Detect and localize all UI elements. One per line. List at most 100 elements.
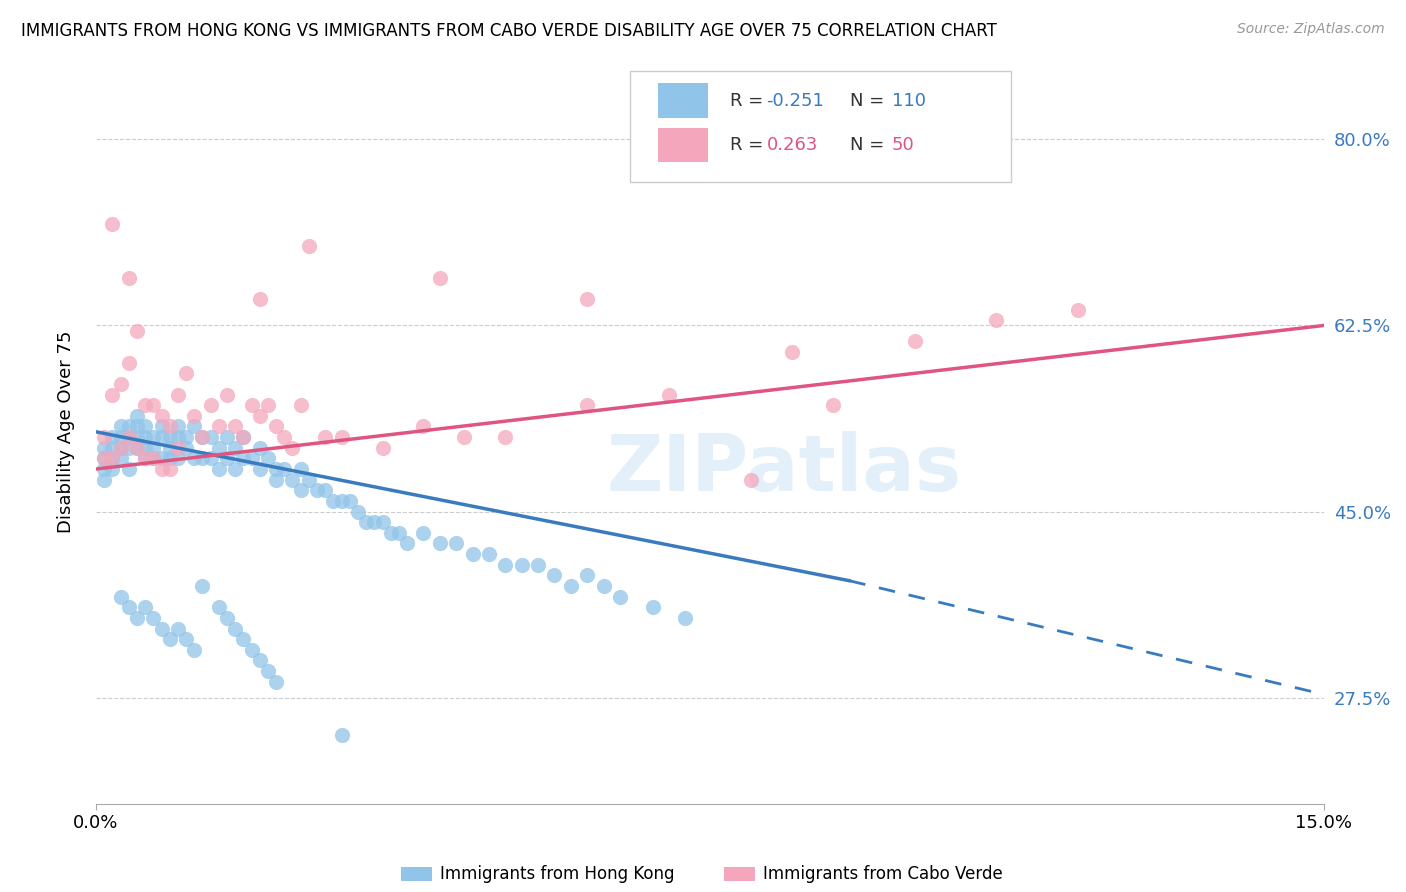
Point <box>101 451 124 466</box>
Point <box>330 494 353 508</box>
Point <box>134 441 156 455</box>
Point <box>118 419 141 434</box>
Point <box>658 387 681 401</box>
Point <box>142 441 165 455</box>
Text: 0.263: 0.263 <box>766 136 818 154</box>
Point <box>142 430 165 444</box>
Point <box>200 451 222 466</box>
Point <box>125 441 148 455</box>
Point <box>494 430 516 444</box>
Point <box>461 547 484 561</box>
Point <box>215 430 238 444</box>
Point <box>249 292 271 306</box>
Point <box>249 441 271 455</box>
Point <box>93 451 115 466</box>
Point <box>110 451 132 466</box>
Point <box>150 419 173 434</box>
Point <box>125 611 148 625</box>
Point <box>159 632 181 647</box>
Point <box>174 367 197 381</box>
Point <box>290 483 312 498</box>
Point <box>125 419 148 434</box>
Point <box>330 728 353 742</box>
Point <box>159 462 181 476</box>
Point <box>339 494 361 508</box>
Point <box>174 430 197 444</box>
Point <box>93 473 115 487</box>
Point <box>183 642 205 657</box>
Point <box>208 600 231 615</box>
Point <box>371 515 394 529</box>
Point <box>363 515 385 529</box>
Point <box>118 462 141 476</box>
Text: Immigrants from Cabo Verde: Immigrants from Cabo Verde <box>763 865 1002 883</box>
Point <box>412 525 434 540</box>
Point <box>101 441 124 455</box>
Point <box>167 622 190 636</box>
Point <box>224 462 246 476</box>
Point <box>429 536 451 550</box>
Point <box>101 430 124 444</box>
Text: R =: R = <box>730 136 769 154</box>
Point <box>118 356 141 370</box>
Point <box>125 324 148 338</box>
Point <box>134 398 156 412</box>
Point <box>240 451 263 466</box>
Point <box>183 409 205 423</box>
Point <box>118 441 141 455</box>
Point <box>150 462 173 476</box>
Point <box>249 653 271 667</box>
Point <box>298 473 321 487</box>
Point <box>150 451 173 466</box>
Point <box>322 494 344 508</box>
Point <box>249 462 271 476</box>
Point <box>249 409 271 423</box>
Point <box>478 547 501 561</box>
Point <box>191 451 214 466</box>
Point <box>330 430 353 444</box>
Point <box>142 611 165 625</box>
Point <box>118 600 141 615</box>
Point <box>208 419 231 434</box>
Point <box>264 473 287 487</box>
Point <box>150 622 173 636</box>
Point <box>224 441 246 455</box>
Point <box>257 398 280 412</box>
Point <box>101 451 124 466</box>
Point <box>150 409 173 423</box>
Point <box>354 515 377 529</box>
Point <box>290 462 312 476</box>
Point <box>142 398 165 412</box>
Point <box>986 313 1008 327</box>
Point <box>134 430 156 444</box>
Point <box>167 451 190 466</box>
Point <box>576 398 599 412</box>
FancyBboxPatch shape <box>658 128 707 162</box>
Point <box>232 451 254 466</box>
Point <box>215 611 238 625</box>
Point <box>183 451 205 466</box>
Point <box>134 451 156 466</box>
Point <box>159 419 181 434</box>
Point <box>740 473 762 487</box>
Point <box>208 462 231 476</box>
Point <box>281 473 304 487</box>
Text: IMMIGRANTS FROM HONG KONG VS IMMIGRANTS FROM CABO VERDE DISABILITY AGE OVER 75 C: IMMIGRANTS FROM HONG KONG VS IMMIGRANTS … <box>21 22 997 40</box>
Point <box>167 430 190 444</box>
Point <box>673 611 696 625</box>
Point <box>347 504 370 518</box>
Point <box>305 483 328 498</box>
Point <box>110 590 132 604</box>
Point <box>215 451 238 466</box>
Text: -0.251: -0.251 <box>766 92 824 110</box>
Text: 110: 110 <box>891 92 925 110</box>
Point <box>821 398 844 412</box>
Point <box>215 387 238 401</box>
Point <box>224 622 246 636</box>
Point <box>110 430 132 444</box>
Point <box>110 376 132 391</box>
Point <box>134 451 156 466</box>
Point <box>453 430 475 444</box>
Point <box>780 345 803 359</box>
Point <box>257 451 280 466</box>
